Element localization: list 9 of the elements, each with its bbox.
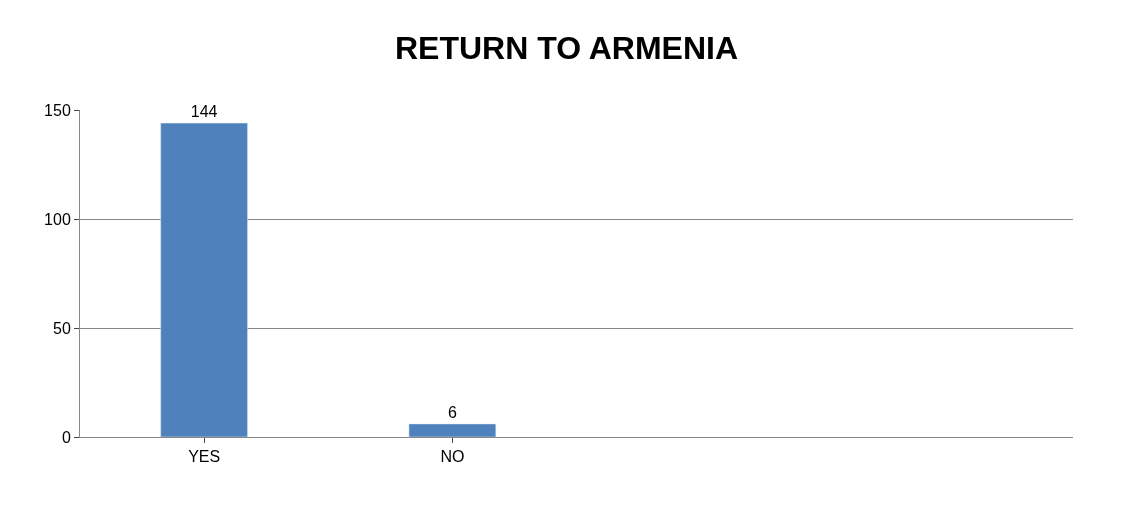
y-tick-label: 50 (53, 319, 71, 337)
y-tick-label: 0 (61, 428, 71, 446)
y-tick-label: 100 (44, 210, 71, 228)
x-tick-label: NO (440, 448, 465, 466)
data-label: 6 (447, 403, 457, 421)
y-tick-label: 150 (44, 101, 71, 119)
chart-title: RETURN TO ARMENIA (394, 30, 739, 67)
x-tick-label: YES (188, 448, 221, 466)
data-label: 144 (190, 103, 218, 121)
